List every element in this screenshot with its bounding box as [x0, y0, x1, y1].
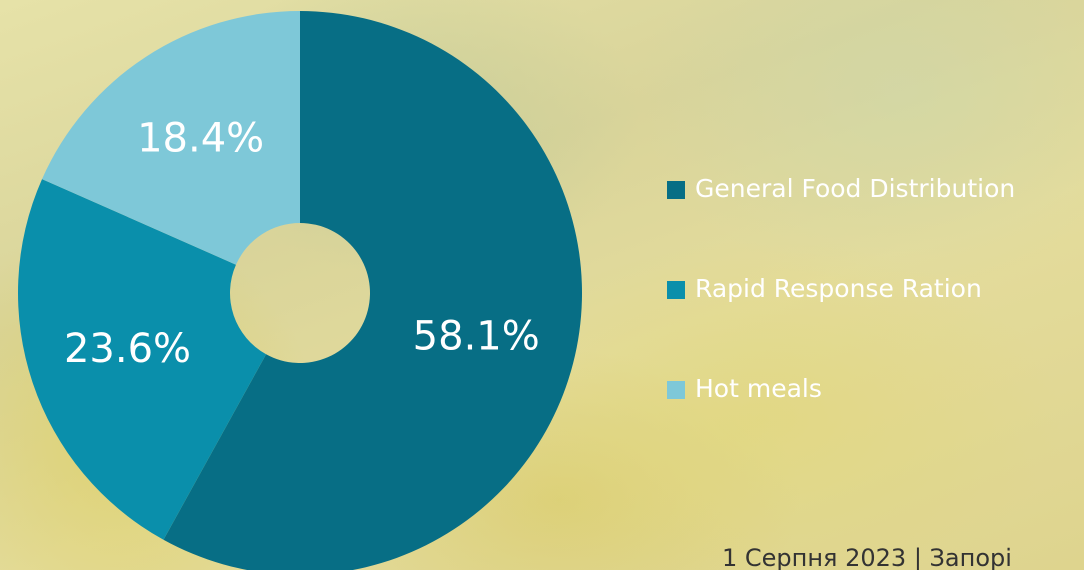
legend-label: Hot meals: [695, 374, 822, 403]
chart: 58.1% 23.6% 18.4% General Food Distribution…: [0, 0, 1084, 570]
page: 58.1% 23.6% 18.4% General Food Distribution…: [0, 0, 1084, 570]
footer-text: 1 Серпня 2023 | Запорі: [722, 544, 1012, 570]
segment-label: 23.6%: [64, 326, 191, 372]
legend-label: Rapid Response Ration: [695, 274, 982, 303]
legend-swatch: [667, 281, 685, 299]
legend-swatch: [667, 181, 685, 199]
legend-swatch: [667, 381, 685, 399]
legend-label: General Food Distribution: [695, 174, 1015, 203]
segment-label: 58.1%: [413, 313, 540, 359]
segment-label: 18.4%: [137, 116, 264, 162]
